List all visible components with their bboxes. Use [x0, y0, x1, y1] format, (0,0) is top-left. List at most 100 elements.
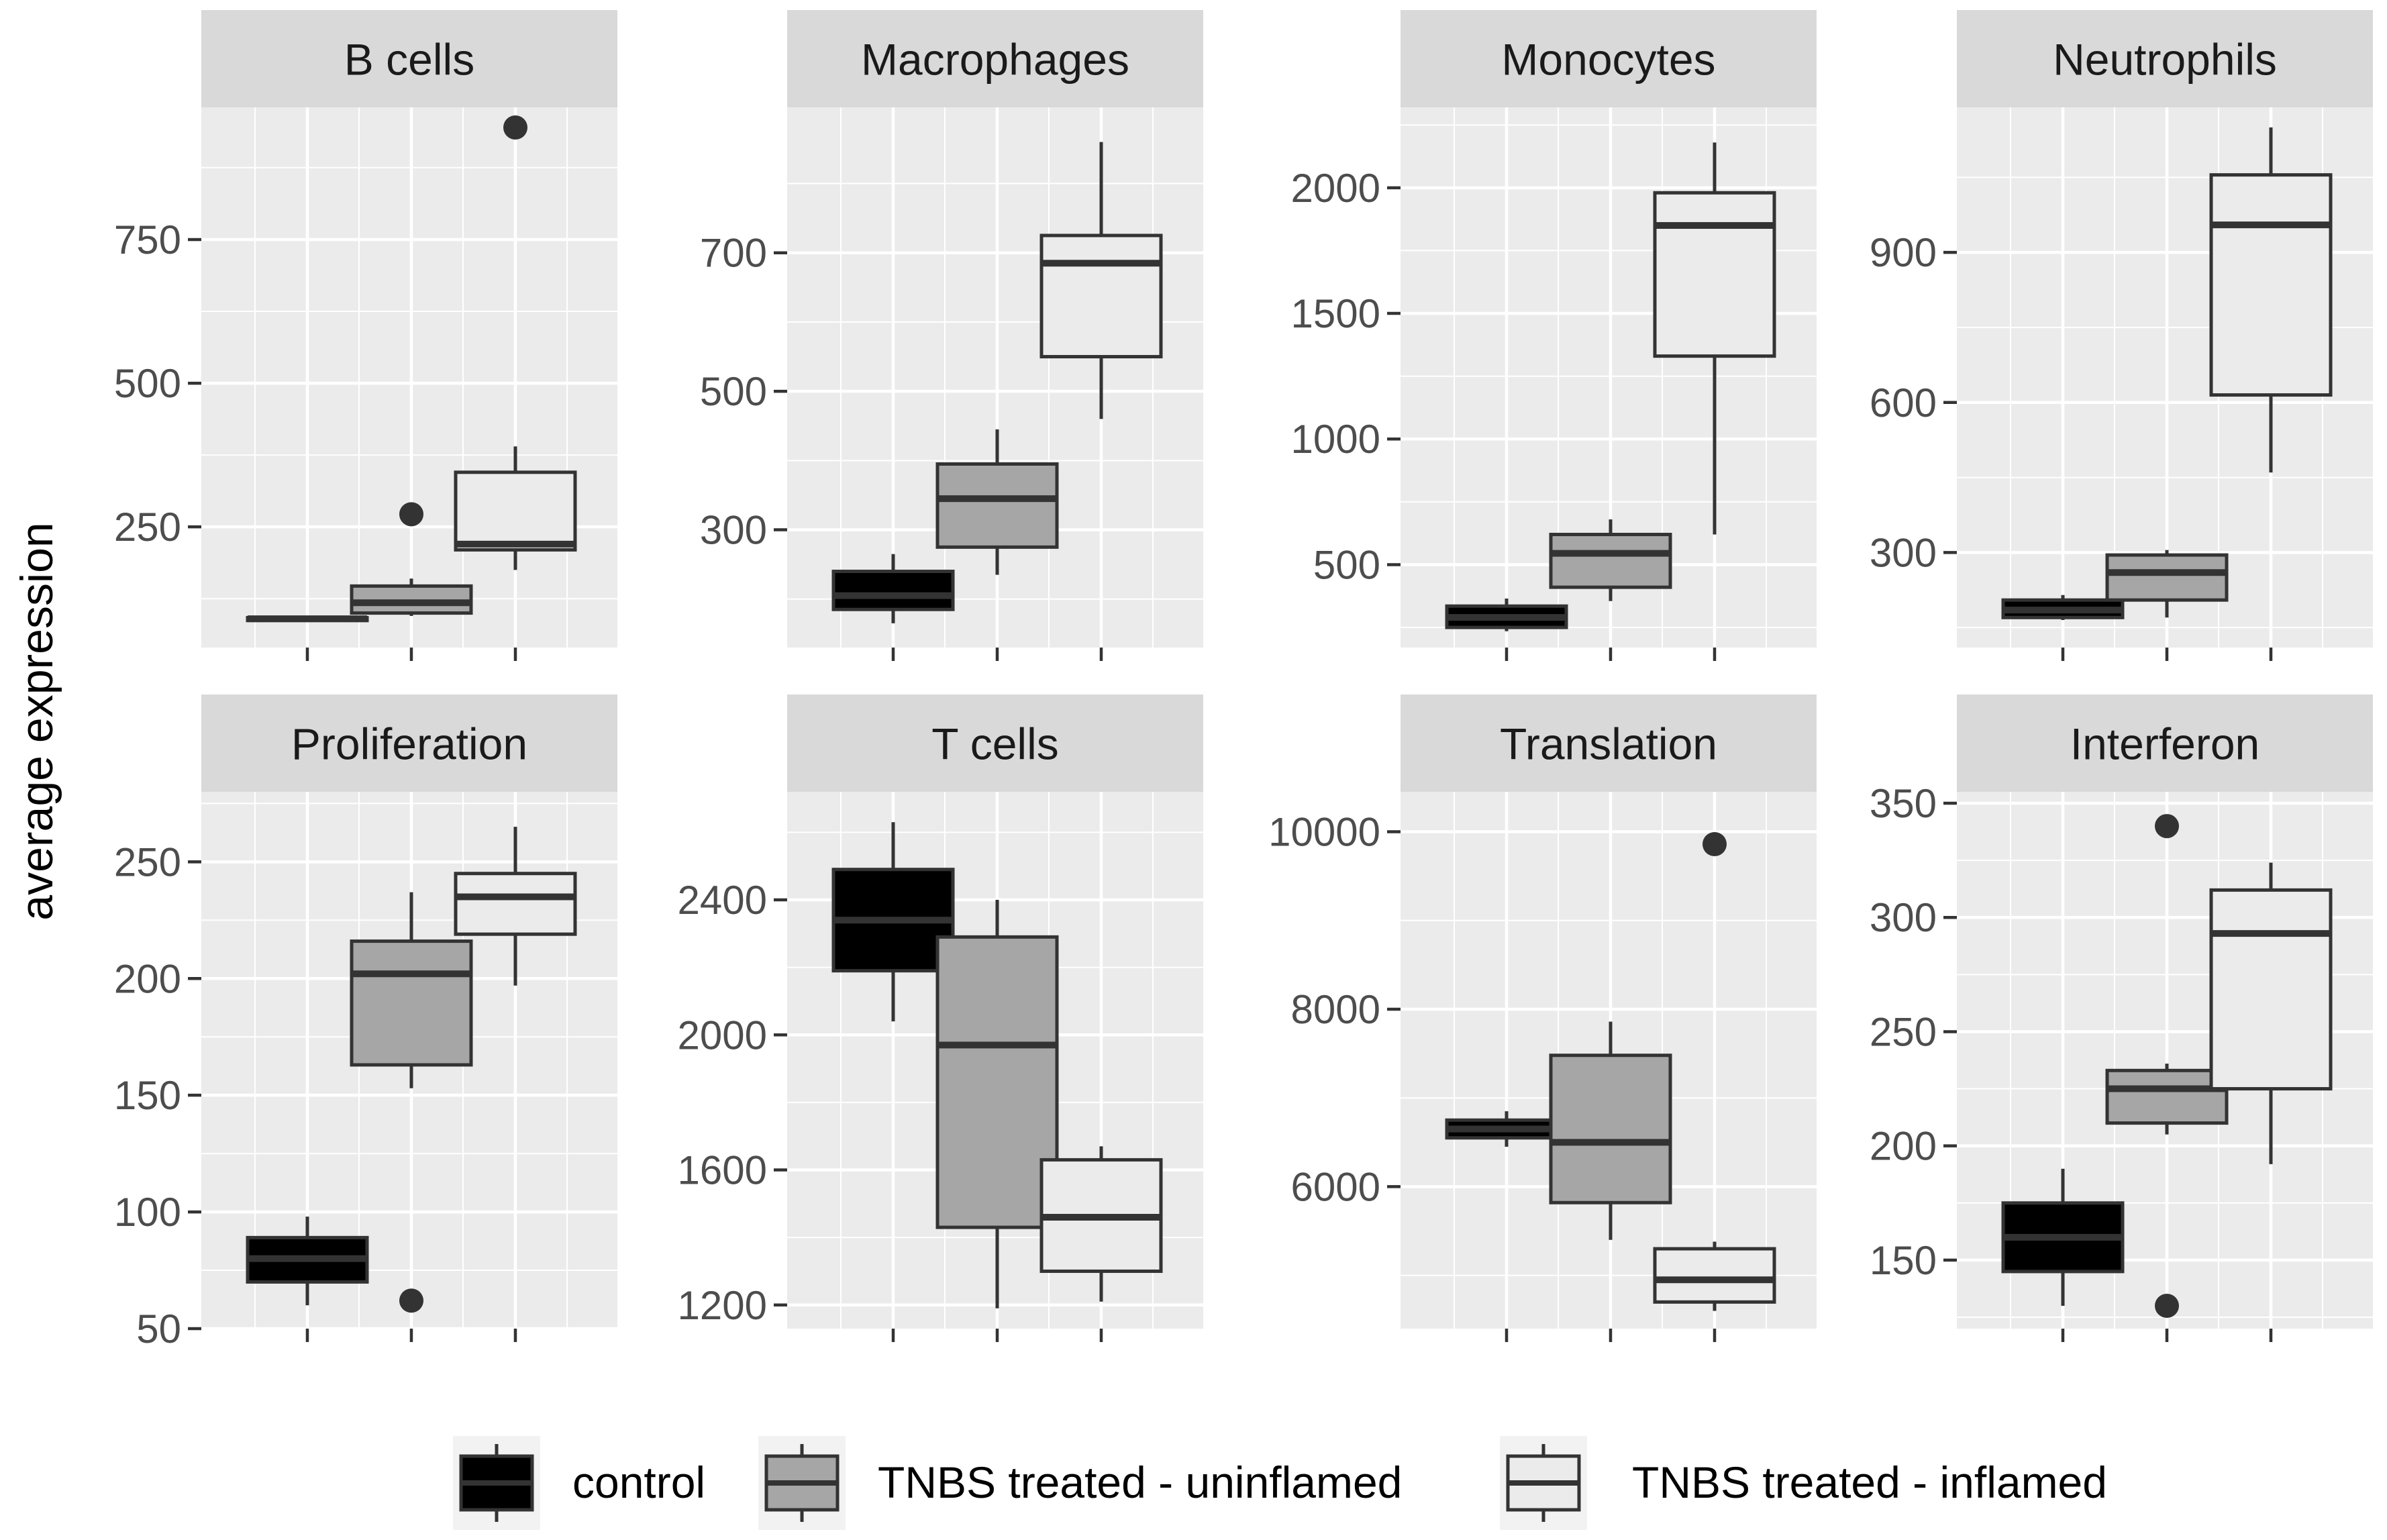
outlier-point: [2155, 814, 2179, 839]
box-iqr: [831, 569, 955, 611]
panel-macrophages: Macrophages 300 500 700: [700, 10, 1203, 661]
box-control: [831, 554, 955, 623]
panel-title: B cells: [344, 35, 474, 85]
y-tick-label: 300: [1870, 530, 1937, 575]
box-iqr: [935, 935, 1059, 1229]
panel-title: Neutrophils: [2053, 35, 2277, 85]
box-control: [246, 1217, 369, 1306]
panel-t-cells: T cells 1200 1600 2000 2400: [678, 695, 1203, 1342]
y-tick-label: 6000: [1291, 1164, 1380, 1209]
panel-translation: Translation 6000 8000 10000: [1268, 695, 1817, 1342]
y-tick-label: 500: [1313, 542, 1380, 587]
legend-label: TNBS treated - inflamed: [1632, 1457, 2107, 1507]
box-iqr: [2209, 888, 2333, 1091]
panel-title: Interferon: [2070, 719, 2260, 769]
y-tick-label: 100: [114, 1190, 181, 1235]
box-tnbs-treated-inflamed: [2209, 862, 2333, 1164]
box-control: [2001, 595, 2125, 621]
panel-background: [201, 107, 617, 648]
y-tick-label: 8000: [1291, 987, 1380, 1032]
panel-neutrophils: Neutrophils 300 600 900: [1870, 10, 2373, 661]
panel-title: Translation: [1500, 719, 1717, 769]
strip-proliferation: [201, 695, 617, 792]
box-iqr: [454, 872, 577, 936]
box-control: [1445, 598, 1568, 631]
y-tick-label: 200: [1870, 1124, 1937, 1169]
outlier-point: [399, 502, 423, 527]
panel-interferon: Interferon 150 200 250 300 350: [1870, 695, 2373, 1342]
box-tnbs-treated-inflamed: [1653, 142, 1776, 535]
legend-label: control: [572, 1457, 705, 1507]
y-tick-label: 2000: [1291, 166, 1380, 211]
y-tick-label: 2000: [678, 1013, 767, 1058]
y-tick-label: 1200: [678, 1283, 767, 1328]
box-iqr: [2105, 553, 2229, 602]
strip-neutrophils: [1957, 10, 2373, 107]
y-tick-label: 300: [1870, 895, 1937, 940]
y-tick-label: 50: [136, 1306, 181, 1351]
outlier-point: [399, 1288, 423, 1313]
legend-item-control: control: [453, 1436, 705, 1530]
strip-translation: [1401, 695, 1817, 792]
strip-t-cells: [787, 695, 1203, 792]
y-tick-label: 10000: [1268, 810, 1380, 855]
panel-b-cells: B cells 250 500 750: [114, 10, 617, 661]
box-iqr: [1653, 191, 1776, 358]
y-tick-label: 300: [700, 508, 767, 553]
box-tnbs-treated-inflamed: [2209, 127, 2333, 473]
y-tick-label: 350: [1870, 781, 1937, 826]
box-iqr: [1549, 1054, 1672, 1204]
outlier-point: [2155, 1293, 2179, 1318]
panel-title: Macrophages: [861, 35, 1129, 85]
box-tnbs-treated-uninflamed: [935, 429, 1059, 575]
panel-title: Proliferation: [291, 719, 527, 769]
y-tick-label: 750: [114, 217, 181, 262]
box-iqr: [2105, 1068, 2229, 1125]
box-tnbs-treated-inflamed: [1039, 1146, 1163, 1302]
y-tick-label: 150: [1870, 1238, 1937, 1283]
box-iqr: [2209, 173, 2333, 397]
y-tick-label: 1500: [1291, 291, 1380, 336]
panel-monocytes: Monocytes 500 1000 1500 2000: [1291, 10, 1817, 661]
box-tnbs-treated-uninflamed: [2105, 814, 2229, 1318]
y-tick-label: 700: [700, 231, 767, 276]
legend-item-tnbs-treated-inflamed: TNBS treated - inflamed: [1500, 1436, 2107, 1530]
box-tnbs-treated-uninflamed: [2105, 550, 2229, 618]
box-tnbs-treated-inflamed: [454, 115, 577, 570]
y-tick-label: 2400: [678, 878, 767, 923]
y-tick-label: 500: [700, 369, 767, 414]
box-control: [831, 822, 955, 1022]
y-axis-label: average expression: [11, 522, 62, 920]
outlier-point: [503, 115, 527, 140]
box-iqr: [454, 470, 577, 552]
outlier-point: [1703, 832, 1727, 857]
y-tick-label: 250: [1870, 1009, 1937, 1054]
box-control: [246, 615, 369, 623]
strip-monocytes: [1401, 10, 1817, 107]
panel-proliferation: Proliferation 50 100 150 200 250: [114, 695, 617, 1351]
y-tick-label: 1600: [678, 1148, 767, 1193]
box-iqr: [1653, 1247, 1776, 1304]
box-tnbs-treated-inflamed: [454, 827, 577, 986]
strip-b-cells: [201, 10, 617, 107]
box-tnbs-treated-uninflamed: [1549, 1021, 1672, 1240]
y-tick-label: 150: [114, 1073, 181, 1118]
y-tick-label: 900: [1870, 230, 1937, 275]
strip-interferon: [1957, 695, 2373, 792]
box-tnbs-treated-uninflamed: [1549, 519, 1672, 601]
panel-title: Monocytes: [1501, 35, 1715, 85]
y-tick-label: 600: [1870, 380, 1937, 425]
box-tnbs-treated-uninflamed: [350, 892, 473, 1313]
box-control: [1445, 1111, 1568, 1147]
box-tnbs-treated-inflamed: [1653, 832, 1776, 1311]
box-iqr: [350, 939, 473, 1067]
y-tick-label: 1000: [1291, 417, 1380, 462]
legend-item-tnbs-treated-uninflamed: TNBS treated - uninflamed: [758, 1436, 1402, 1530]
facet-panels: B cells 250 500 750 Macrophages 300 500 700 Mono…: [114, 10, 2373, 1351]
box-iqr: [935, 462, 1059, 549]
box-iqr: [1039, 234, 1163, 359]
box-tnbs-treated-inflamed: [1039, 142, 1163, 419]
panel-title: T cells: [931, 719, 1059, 769]
legend-label: TNBS treated - uninflamed: [878, 1457, 1402, 1507]
